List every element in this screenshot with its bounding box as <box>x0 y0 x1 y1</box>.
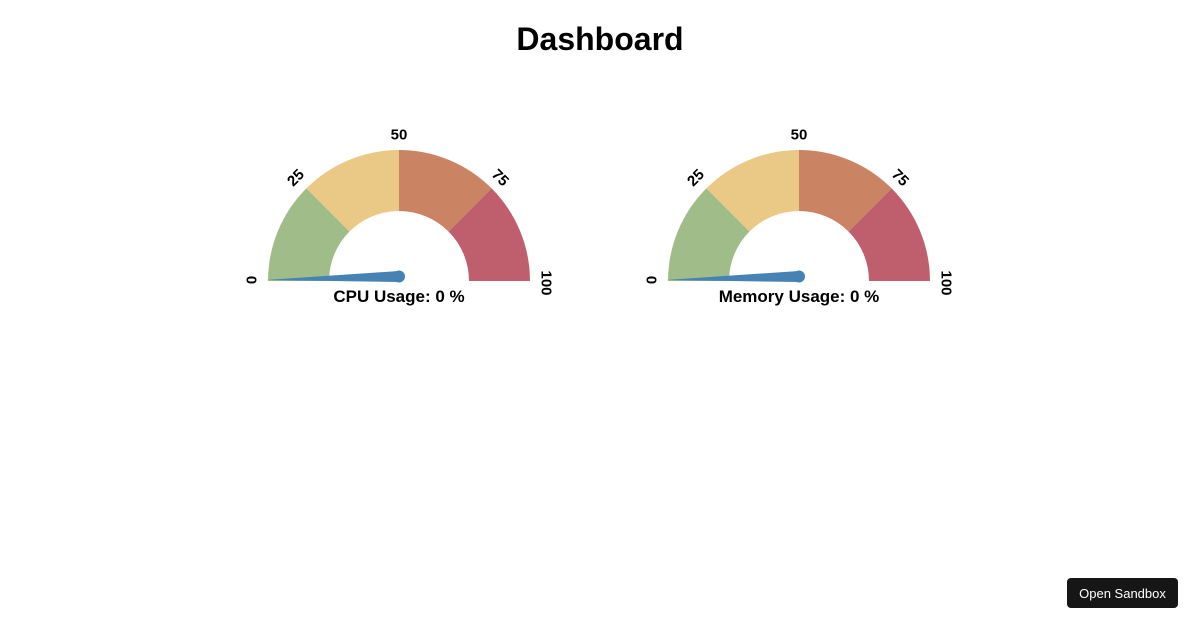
gauge-memory-tick-50: 50 <box>791 127 808 144</box>
gauge-memory-segment-0-25 <box>668 188 750 281</box>
gauge-memory-tick-25: 25 <box>684 166 708 190</box>
gauge-cpu-value-text: CPU Usage: 0 % <box>333 287 464 306</box>
gauge-memory-tick-100: 100 <box>938 270 955 295</box>
open-sandbox-button[interactable]: Open Sandbox <box>1067 578 1178 608</box>
gauge-cpu-segment-75-100 <box>448 188 530 281</box>
gauge-memory-segment-50-75 <box>799 150 892 232</box>
gauge-cpu-segment-50-75 <box>399 150 492 232</box>
gauge-memory: 0 25 50 75 100 Memory Usage: 0 % <box>640 110 970 315</box>
gauge-cpu-svg: 0 25 50 75 100 CPU Usage: 0 % <box>244 127 555 307</box>
gauge-cpu-needle-pivot <box>393 270 405 283</box>
gauge-cpu: 0 25 50 75 100 CPU Usage: 0 % <box>240 110 570 315</box>
gauge-memory-svg: 0 25 50 75 100 Memory Usage: 0 % <box>644 127 955 307</box>
gauge-cpu-tick-75: 75 <box>488 166 512 190</box>
gauge-memory-segment-25-50 <box>706 150 799 232</box>
page-title: Dashboard <box>516 21 684 57</box>
gauge-memory-needle-pivot <box>793 270 805 283</box>
gauge-cpu-tick-0: 0 <box>244 276 261 284</box>
gauge-cpu-segment-25-50 <box>306 150 399 232</box>
gauge-memory-segment-75-100 <box>848 188 930 281</box>
gauge-cpu-tick-100: 100 <box>538 270 555 295</box>
gauge-memory-value-text: Memory Usage: 0 % <box>719 287 880 306</box>
gauge-cpu-needle-shaft <box>266 271 399 282</box>
gauge-cpu-tick-25: 25 <box>284 166 308 190</box>
gauge-cpu-segment-0-25 <box>268 188 350 281</box>
gauge-memory-needle-shaft <box>666 271 799 282</box>
gauge-memory-needle <box>666 270 805 283</box>
gauge-cpu-needle <box>266 270 405 283</box>
gauge-memory-tick-75: 75 <box>888 166 912 190</box>
gauge-memory-tick-0: 0 <box>644 276 661 284</box>
gauge-cpu-tick-50: 50 <box>391 127 408 144</box>
